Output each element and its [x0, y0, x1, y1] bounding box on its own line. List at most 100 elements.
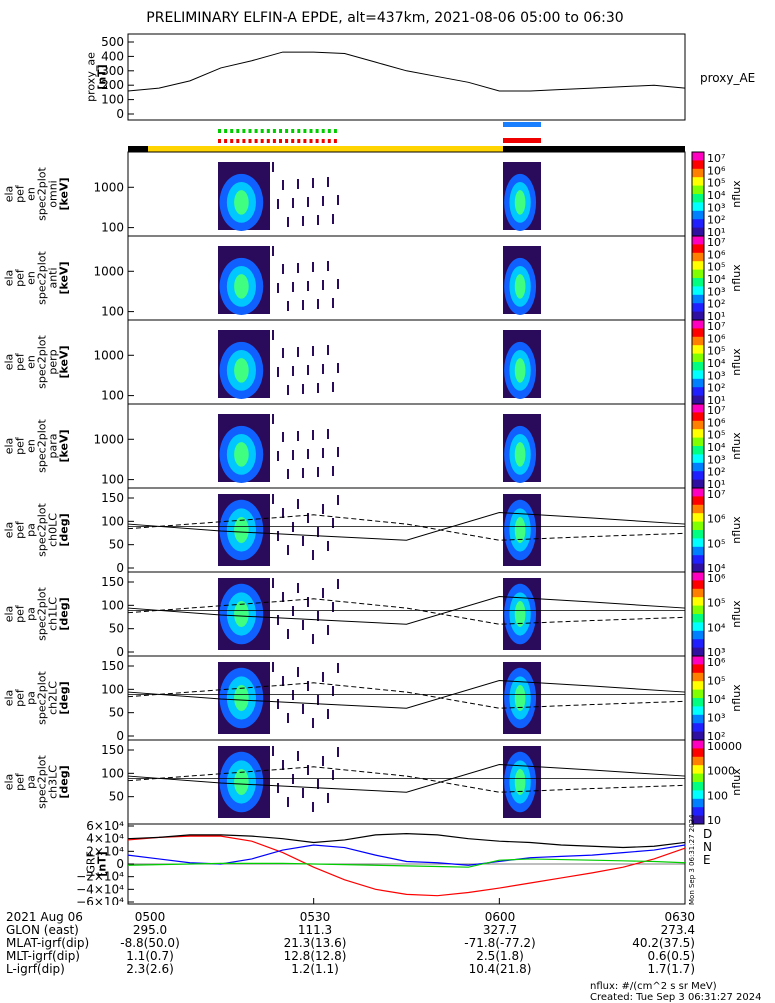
- tick-mark: [327, 129, 331, 133]
- tick-mark: [279, 129, 282, 133]
- tick-mark: [218, 139, 221, 143]
- ylabel-line: ela: [3, 186, 16, 203]
- tick-mark: [236, 139, 240, 143]
- scatter-pixel: [317, 695, 319, 705]
- ephemeris-value: 0500: [134, 910, 166, 924]
- tick-mark: [315, 129, 319, 133]
- tick-mark: [272, 139, 276, 143]
- colorbar-segment: [692, 252, 704, 262]
- scatter-pixel: [287, 797, 289, 807]
- colorbar-tick-label: 10⁴: [707, 562, 726, 575]
- panels: proxy_ae[nT]5004003002001000proxy_AEelap…: [3, 33, 755, 905]
- footer-ephemeris: 2021 Aug 06 0500 0530 0600 0630 GLON (east) 29…: [0, 905, 775, 1003]
- spectrogram-blob: [514, 190, 526, 215]
- scatter-pixel: [332, 382, 334, 392]
- igrf-series-line: [127, 858, 686, 868]
- scatter-pixel: [322, 756, 324, 766]
- colorbar-tick-label: 10²: [707, 466, 725, 479]
- colorbar-segment: [692, 437, 704, 447]
- scatter-pixel: [297, 751, 299, 761]
- scatter-pixel: [272, 494, 274, 504]
- ephemeris-label: L-igrf(dip): [6, 962, 65, 976]
- colorbar-segment: [692, 588, 704, 598]
- scatter-pixel: [327, 709, 329, 719]
- tick-mark: [224, 129, 228, 133]
- colorbar-tick-label: 10000: [707, 740, 742, 753]
- y-tick-label: 50: [109, 706, 124, 720]
- ylabel-line: pef: [14, 688, 27, 707]
- colorbar-segment: [692, 521, 704, 531]
- colorbar-segment: [692, 370, 704, 380]
- tick-mark: [266, 129, 270, 133]
- scatter-pixel: [307, 365, 309, 375]
- ylabel-line: en: [25, 187, 38, 201]
- dashed-line: [127, 598, 686, 625]
- scatter-pixel: [287, 713, 289, 723]
- scatter-pixel: [317, 215, 319, 225]
- tick-mark: [291, 129, 295, 133]
- panel-frame: [127, 319, 686, 405]
- colorbar-tick-label: 10²: [707, 214, 725, 227]
- scatter-pixel: [277, 283, 279, 293]
- colorbar-tick-label: 10³: [707, 201, 725, 214]
- ylabel-line: [deg]: [58, 597, 71, 630]
- colorbar-tick-label: 10⁵: [707, 597, 725, 610]
- scatter-pixel: [312, 802, 314, 812]
- ylabel-line: para: [47, 434, 60, 459]
- y-tick-label: −2×10⁴: [76, 870, 124, 884]
- spectrogram-blob: [234, 190, 249, 215]
- y-tick-label: 200: [101, 78, 124, 92]
- colorbar-tick-label: 10⁴: [707, 621, 726, 634]
- scatter-pixel: [312, 718, 314, 728]
- colorbar-segment: [692, 580, 704, 590]
- scatter-pixel: [332, 686, 334, 696]
- colorbar-segment: [692, 681, 704, 691]
- colorbar-tick-label: 10²: [707, 298, 725, 311]
- tick-mark: [272, 129, 276, 133]
- scatter-pixel: [317, 383, 319, 393]
- colorbar-tick-label: 10⁷: [707, 236, 725, 249]
- ylabel-line: [deg]: [58, 765, 71, 798]
- scatter-pixel: [337, 195, 339, 205]
- tick-mark: [279, 139, 282, 143]
- y-tick-label: 1000: [93, 348, 124, 362]
- colorbar-segment: [692, 563, 704, 573]
- colorbar-segment: [692, 471, 704, 481]
- colorbar-segment: [692, 546, 704, 556]
- tick-mark: [248, 139, 252, 143]
- colorbar-tick-label: 10⁵: [707, 261, 725, 274]
- tick-mark: [242, 129, 246, 133]
- scatter-pixel: [272, 578, 274, 588]
- y-tick-label: 50: [109, 538, 124, 552]
- scatter-pixel: [327, 429, 329, 439]
- colorbar-tick-label: 10⁴: [707, 693, 726, 706]
- scatter-pixel: [327, 625, 329, 635]
- colorbar-tick-label: 10¹: [707, 226, 725, 239]
- colorbar-segment: [692, 236, 704, 245]
- ephemeris-value: 0600: [484, 910, 516, 924]
- scatter-pixel: [272, 746, 274, 756]
- scatter-pixel: [287, 217, 289, 227]
- y-tick-label: 100: [101, 598, 124, 612]
- ephemeris-value: 10.4(21.8): [468, 962, 532, 976]
- tick-mark: [333, 129, 337, 133]
- colorbar-segment: [692, 572, 704, 581]
- ylabel-line: spec2plot: [36, 755, 49, 809]
- region-bar-red: [503, 138, 541, 143]
- scatter-pixel: [322, 448, 324, 458]
- tick-mark: [297, 129, 301, 133]
- colorbar-tick-label: 10³: [707, 285, 725, 298]
- ylabel-line: anti: [47, 267, 60, 288]
- igrf-series-line: [127, 844, 686, 866]
- scatter-pixel: [312, 634, 314, 644]
- colorbar-segment: [692, 513, 704, 523]
- colorbar-segment: [692, 672, 704, 682]
- colorbar-tick-label: 10¹: [707, 310, 725, 323]
- ylabel-line: [nT]: [96, 851, 109, 876]
- ylabel-line: ela: [3, 690, 16, 707]
- ylabel-line: pef: [14, 352, 27, 371]
- colorbar-segment: [692, 488, 704, 497]
